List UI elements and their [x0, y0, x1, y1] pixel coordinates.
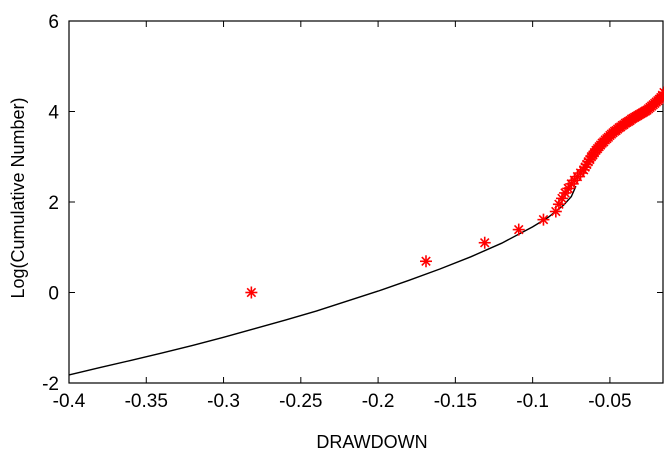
- marker-stroke: [479, 237, 490, 248]
- x-tick-label: -0.2: [362, 391, 395, 412]
- marker-stroke: [659, 87, 664, 94]
- y-tick-label: 6: [48, 12, 59, 33]
- data-point: [512, 223, 525, 236]
- data-point: [478, 236, 491, 249]
- marker-stroke: [421, 256, 431, 267]
- x-tick-label: -0.4: [53, 391, 86, 412]
- x-tick-label: -0.1: [516, 391, 549, 412]
- y-axis-title: Log(Cumulative Number): [8, 97, 28, 298]
- data-point: [420, 255, 432, 268]
- data-point: [658, 86, 664, 99]
- marker-stroke: [659, 91, 664, 98]
- x-tick-label: -0.3: [207, 391, 240, 412]
- x-tick-label: -0.35: [125, 391, 168, 412]
- fit-line-layer: [68, 185, 577, 376]
- y-tick-label: 4: [48, 103, 59, 124]
- data-point: [537, 213, 550, 226]
- y-tick-label: 0: [48, 284, 59, 305]
- x-tick-label: -0.05: [588, 391, 631, 412]
- x-axis-ticks: -0.4 -0.35 -0.3 -0.25 -0.2 -0.15 -0.1 -0.05: [53, 21, 632, 412]
- y-tick-label: 2: [48, 193, 59, 214]
- data-points-layer: [245, 86, 664, 299]
- marker-stroke: [657, 92, 664, 100]
- data-point: [245, 286, 258, 299]
- plot-frame: [68, 20, 664, 384]
- x-axis-title: DRAWDOWN: [316, 432, 427, 452]
- x-tick-label: -0.25: [279, 391, 322, 412]
- fit-line: [68, 185, 577, 376]
- plot-area-border: [68, 20, 664, 384]
- marker-stroke: [246, 287, 257, 298]
- marker-stroke: [513, 224, 524, 235]
- x-tick-label: -0.15: [434, 391, 477, 412]
- y-axis-ticks: -2 0 2 4 6: [42, 12, 663, 395]
- marker-stroke: [538, 214, 549, 225]
- y-tick-label: -2: [42, 374, 59, 395]
